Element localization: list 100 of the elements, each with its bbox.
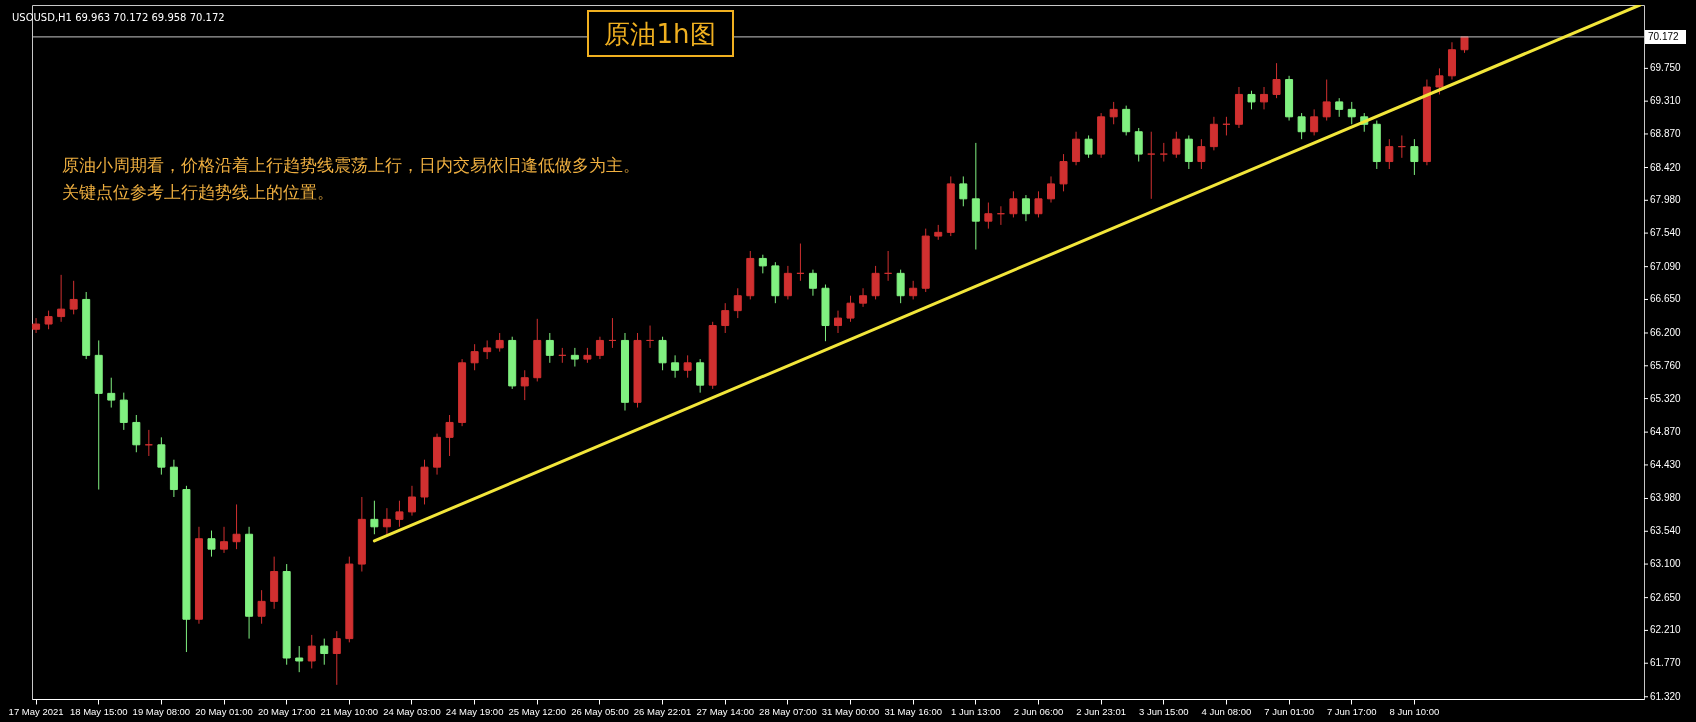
candlestick [1297,112,1306,140]
y-tick-label: 69.750 [1650,62,1682,74]
candlestick [1197,138,1206,170]
candlestick [859,287,868,308]
y-tick-label: 66.650 [1650,293,1682,305]
x-tick-label: 24 May 03:00 [383,705,441,717]
candlestick [1260,86,1269,110]
y-tick-label: 64.430 [1650,458,1682,470]
x-tick-label: 26 May 22:01 [633,705,692,717]
candlestick [959,175,968,207]
candlestick [834,310,842,334]
candlestick [257,589,266,625]
candlestick [1272,62,1281,99]
x-tick-label: 8 Jun 10:00 [1389,705,1440,717]
candlestick [570,347,579,368]
candlestick [119,392,128,431]
candlestick [1047,175,1056,204]
candlestick [445,414,454,457]
x-tick-label: 18 May 15:00 [69,705,128,717]
candlestick [1322,79,1331,122]
candlestick [1209,116,1218,151]
x-tick-label: 20 May 17:00 [257,705,316,717]
x-tick-label: 7 Jun 01:00 [1264,705,1314,717]
candlestick [896,269,905,304]
candlestick [207,530,216,558]
candlestick [1134,127,1143,163]
y-tick-label: 63.100 [1650,558,1682,570]
y-tick-label: 68.870 [1650,127,1682,139]
candlestick [320,638,329,666]
candlestick [1247,90,1256,110]
x-tick-label: 19 May 08:00 [132,705,191,717]
y-tick-label: 62.210 [1650,624,1682,636]
y-tick-label: 62.650 [1650,591,1682,603]
annotation: 原油小周期看，价格沿着上行趋势线震荡上行，日内交易依旧逢低做多为主。 [62,155,640,175]
y-tick-label: 67.090 [1650,260,1682,272]
y-tick-label: 65.320 [1650,392,1682,404]
candlestick [1310,108,1319,136]
text: 原油1h图 [604,19,716,49]
x-tick-label: 7 Jun 17:00 [1326,705,1377,717]
candlestick [846,295,855,323]
candlestick [909,280,918,300]
candlestick [169,459,178,498]
candlestick [1347,101,1356,125]
x-tick-label: 25 May 12:00 [508,705,567,717]
candlestick [332,630,341,686]
x-tick-label: 27 May 14:00 [696,705,755,717]
candlestick [595,336,604,360]
candlestick [871,265,880,300]
candlestick [1335,97,1344,118]
candlestick [232,503,241,550]
candlestick [671,354,680,379]
x-tick-label: 3 Jun 15:00 [1138,705,1189,717]
candlestick [721,302,730,334]
y-tick-label: 61.770 [1650,657,1682,669]
x-tick-label: 21 May 10:00 [320,705,379,717]
x-tick-label: 4 Jun 08:00 [1201,705,1252,717]
x-tick-label: 31 May 16:00 [884,705,942,717]
x-tick-label: 17 May 2021 [8,705,64,717]
candlestick [1172,131,1181,159]
y-tick-label: 66.200 [1650,326,1682,338]
candlestick [1034,190,1043,218]
candlestick [470,343,479,371]
candlestick [483,339,492,360]
candlestick [733,287,742,319]
candlestick [407,485,416,517]
y-tick-label: 64.870 [1650,426,1682,438]
candlestick [683,354,692,379]
candlestick [1021,194,1030,222]
candlestick [44,310,53,330]
candlestick [57,274,66,323]
x-tick-label: 1 Jun 13:00 [951,705,1001,717]
candlestick [295,645,304,673]
y-tick-label: 67.540 [1650,227,1682,239]
candlestick [1122,105,1131,136]
candlestick [1084,134,1093,159]
y-tick-label: 67.980 [1650,194,1682,206]
x-tick-label: 2 Jun 23:01 [1076,705,1126,717]
candlestick [157,436,166,476]
x-tick-label: 20 May 01:00 [195,705,253,717]
x-tick-label: 28 May 07:00 [759,705,817,717]
y-tick-label: 65.760 [1650,359,1682,371]
candlestick [220,526,229,554]
candlestick [545,332,554,364]
candlestick [971,142,980,250]
candlestick [370,500,379,535]
candlestick [1109,101,1118,125]
candlestick [395,500,404,528]
candlestick [1385,138,1394,170]
x-tick-label: 24 May 19:00 [445,705,504,717]
candlestick [758,254,767,274]
y-tick-label: 63.980 [1650,492,1682,504]
candlestick [495,332,504,353]
candlestick [1072,131,1081,166]
candlestick [808,269,817,297]
candlestick [658,336,667,371]
candlestick [984,202,993,230]
candlestick [132,414,141,453]
candlestick [1059,153,1068,192]
y-tick-label: 63.540 [1650,525,1682,537]
x-tick-label: 26 May 05:00 [571,705,629,717]
